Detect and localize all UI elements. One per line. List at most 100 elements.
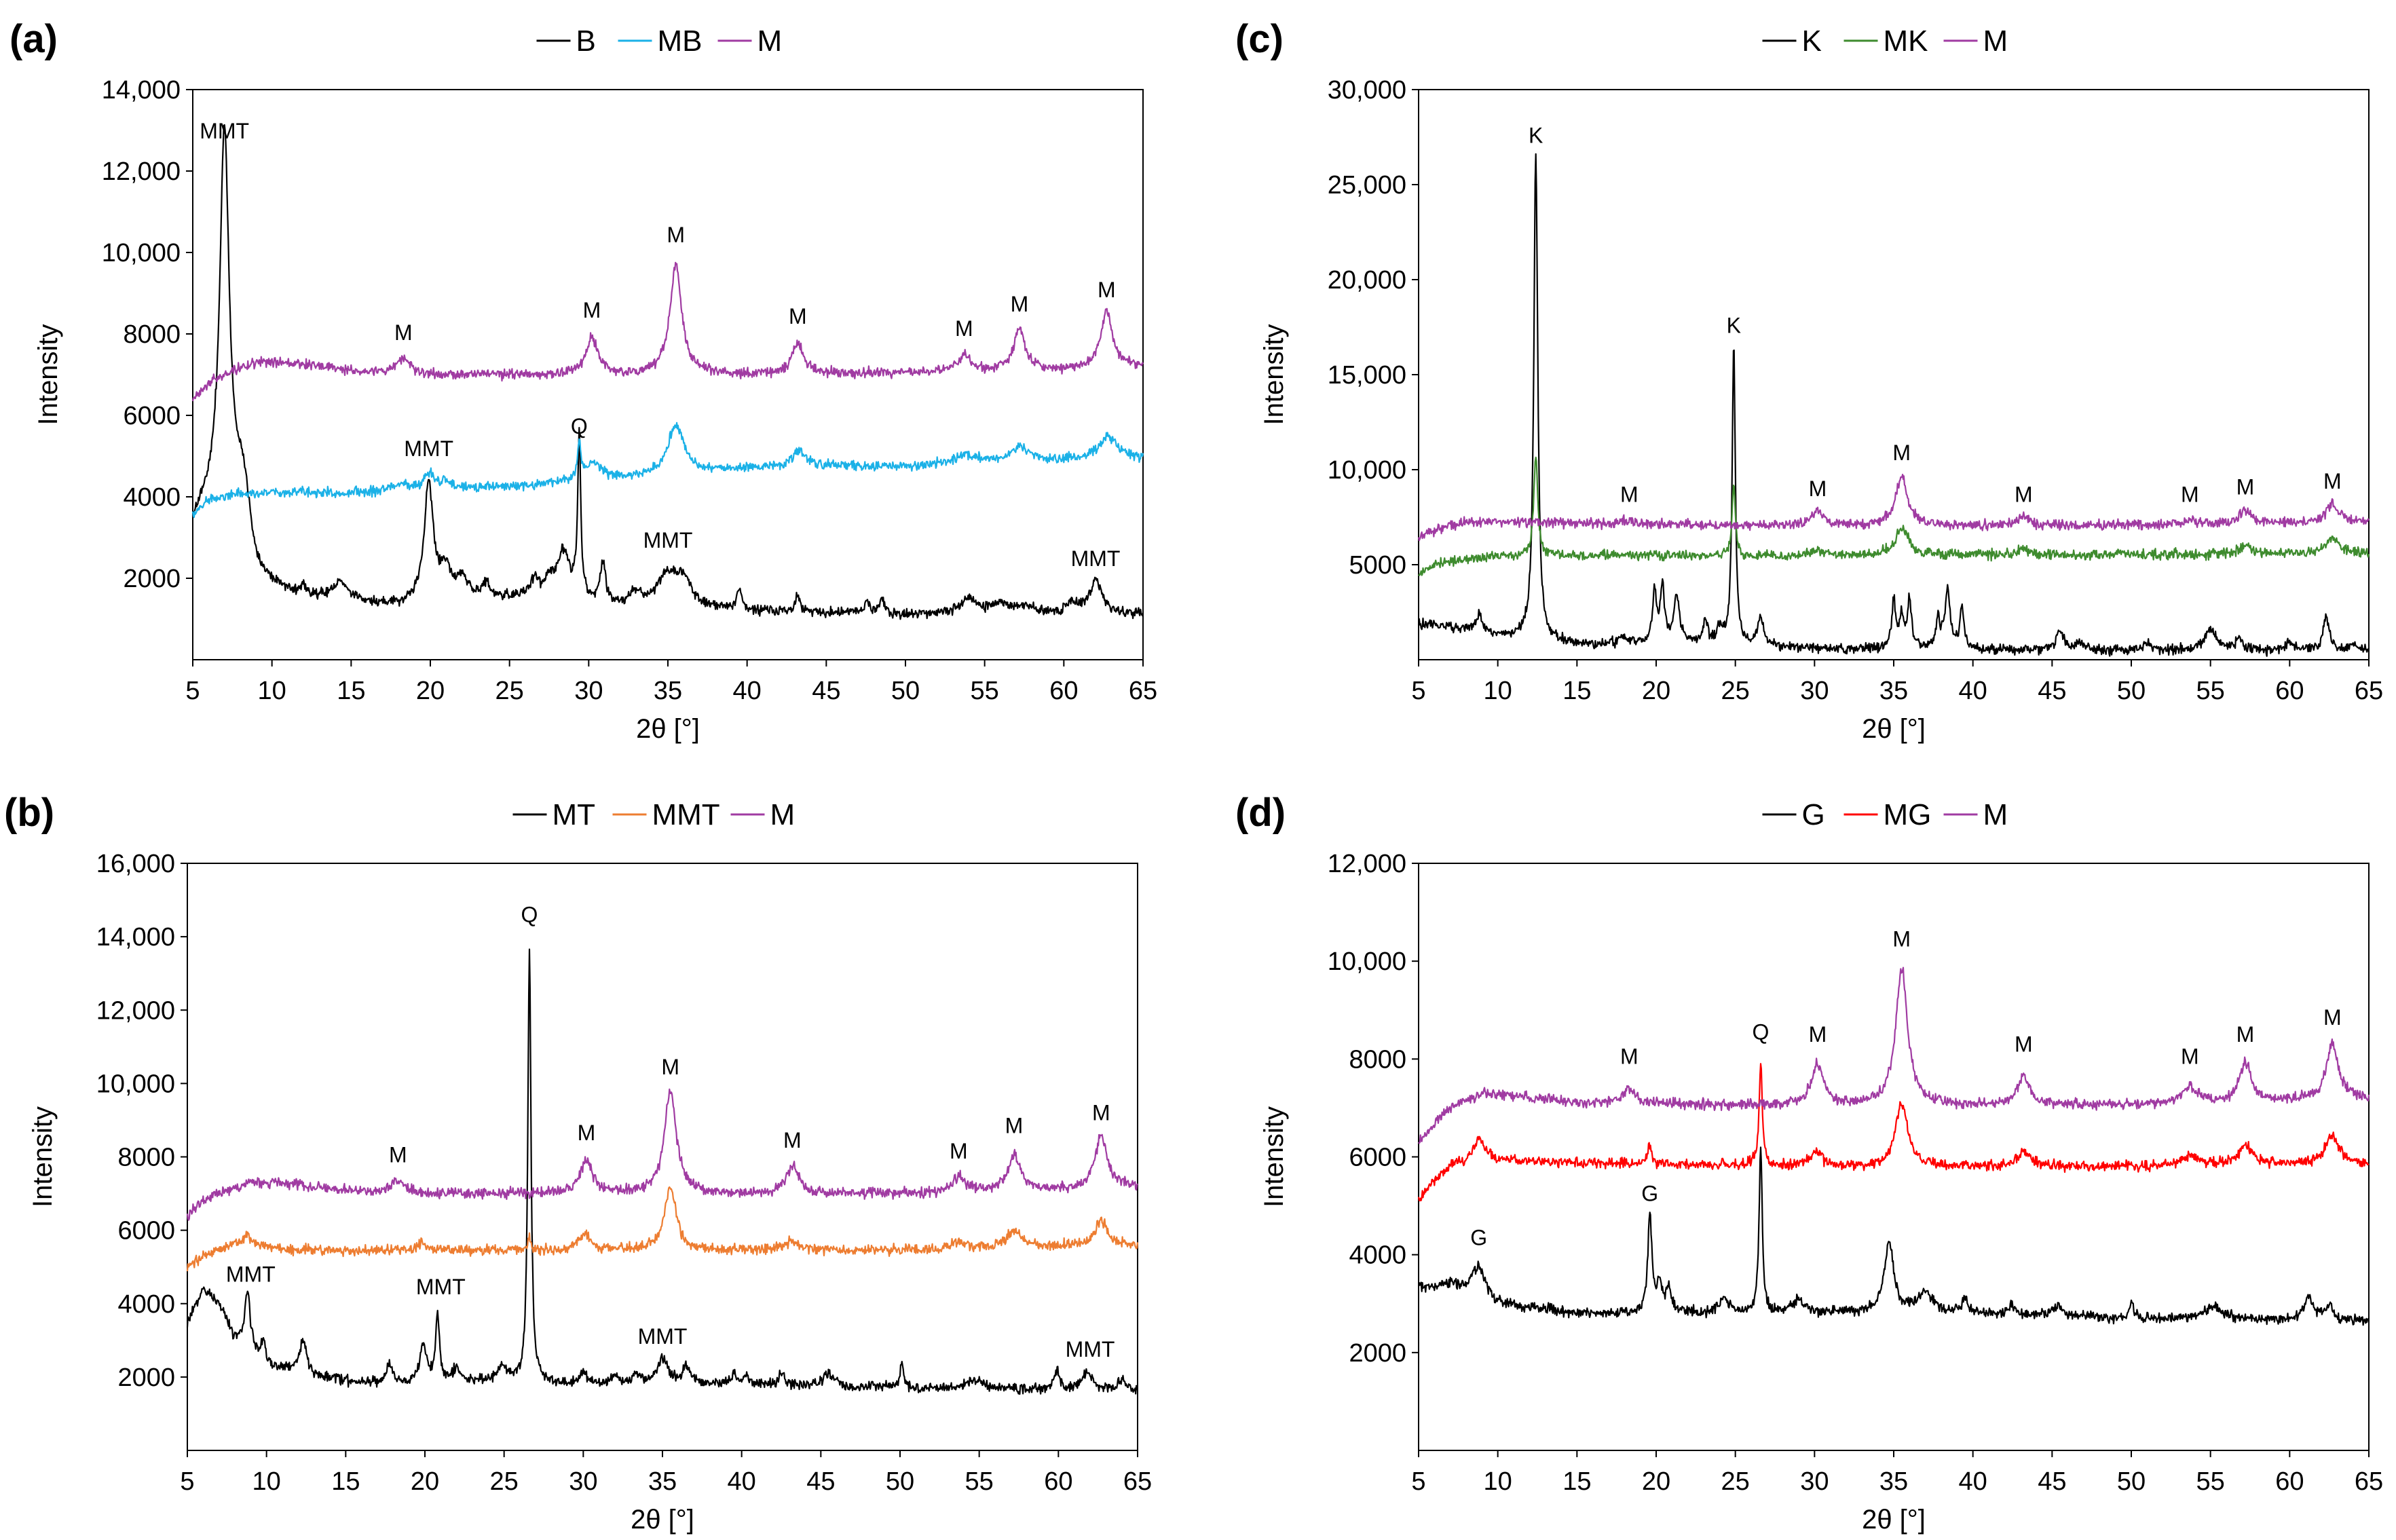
y-tick-label: 10,000 (1328, 947, 1406, 976)
peak-label: M (789, 304, 807, 328)
peak-label: G (1470, 1225, 1487, 1250)
y-tick-label: 12,000 (102, 157, 181, 186)
peak-label: K (1529, 123, 1543, 147)
x-tick-label: 5 (1411, 1467, 1425, 1496)
y-tick-label: 12,000 (1328, 850, 1406, 878)
y-tick-label: 12,000 (96, 996, 175, 1025)
legend-label-m: M (757, 24, 783, 58)
series-line-mg (1417, 1063, 2370, 1202)
panel-c: (c) 5 10 15 20 25 30 35 40 45 50 55 60 65 5000 10,000 15… (1235, 17, 2383, 744)
peak-label: M (1011, 292, 1029, 316)
x-tick-label: 10 (1484, 1467, 1512, 1496)
legend-label-m: M (1983, 798, 2008, 831)
x-tick-label: 40 (1959, 677, 1987, 705)
y-tick-label: 16,000 (96, 850, 175, 878)
x-tick-label: 20 (1642, 1467, 1670, 1496)
peak-label: M (667, 223, 685, 247)
x-tick-label: 15 (337, 677, 365, 705)
y-tick-label: 20,000 (1328, 266, 1406, 295)
y-tick-label: 6000 (117, 1217, 175, 1245)
x-tick-label: 25 (1721, 677, 1750, 705)
x-tick-label: 40 (728, 1467, 756, 1496)
legend-label-m: M (1983, 24, 2008, 58)
x-axis-title: 2θ [°] (636, 714, 700, 744)
x-tick-label: 55 (2196, 677, 2225, 705)
x-tick-label: 65 (1129, 677, 1157, 705)
y-tick-label: 14,000 (102, 76, 181, 105)
x-tick-label: 25 (495, 677, 524, 705)
peak-label: M (2236, 1022, 2255, 1047)
x-axis-title: 2θ [°] (631, 1505, 694, 1535)
x-tick-label: 45 (2038, 1467, 2066, 1496)
peak-label: Q (1753, 1020, 1770, 1045)
x-tick-label: 30 (569, 1467, 597, 1496)
x-tick-label: 45 (806, 1467, 835, 1496)
peak-label: MMT (1071, 546, 1121, 571)
peak-label: M (2015, 1032, 2033, 1057)
series-line-mb (191, 421, 1144, 519)
panel-d: (d) 5 10 15 20 25 30 35 40 45 50 55 60 65 2000 4000 6000… (1235, 791, 2383, 1535)
peak-label: M (2236, 474, 2255, 499)
peak-label: MMT (416, 1275, 466, 1299)
series-line-b (191, 124, 1144, 620)
x-tick-label: 50 (2117, 677, 2146, 705)
peak-label: M (2015, 483, 2033, 507)
peak-label: M (950, 1139, 968, 1163)
x-tick-label: 65 (1123, 1467, 1152, 1496)
x-tick-label: 10 (1484, 677, 1512, 705)
y-tick-label: 10,000 (1328, 456, 1406, 485)
series-line-m (191, 261, 1144, 402)
x-tick-label: 60 (1049, 677, 1078, 705)
x-tick-label: 15 (331, 1467, 360, 1496)
y-tick-label: 8000 (117, 1144, 175, 1172)
x-tick-label: 55 (965, 1467, 994, 1496)
x-tick-label: 5 (185, 677, 200, 705)
legend-label-mb: MB (658, 24, 703, 58)
peak-label: M (1620, 483, 1639, 507)
peak-label: M (1092, 1100, 1110, 1125)
legend-label-mmt: MMT (652, 798, 720, 831)
y-tick-label: 4000 (1349, 1241, 1406, 1270)
y-axis-title: Intensity (1259, 1106, 1289, 1207)
y-axis-title: Intensity (28, 1106, 58, 1207)
peak-label: M (1892, 440, 1911, 465)
y-tick-label: 2000 (123, 565, 181, 593)
panel-label-c: (c) (1235, 17, 1284, 61)
peak-label: M (394, 320, 413, 345)
x-tick-label: 65 (2355, 677, 2383, 705)
x-tick-label: 55 (971, 677, 999, 705)
x-tick-label: 40 (733, 677, 762, 705)
x-tick-label: 35 (648, 1467, 677, 1496)
series-line-m (1417, 474, 2370, 542)
peak-label: M (1809, 476, 1827, 501)
x-tick-label: 15 (1562, 1467, 1591, 1496)
peak-label: M (955, 316, 973, 341)
legend-label-g: G (1802, 798, 1825, 831)
y-axis-title: Intensity (33, 324, 63, 426)
legend-label-b: B (576, 24, 596, 58)
y-tick-label: 6000 (123, 402, 181, 430)
peak-label: M (661, 1055, 679, 1079)
x-axis-title: 2θ [°] (1862, 1505, 1926, 1535)
y-tick-label: 2000 (1349, 1339, 1406, 1368)
plot-area-d (1418, 863, 2370, 1451)
peak-label: M (1005, 1113, 1024, 1138)
legend-label-k: K (1802, 24, 1822, 58)
y-tick-label: 8000 (1349, 1045, 1406, 1074)
x-tick-label: 30 (1800, 677, 1829, 705)
x-tick-label: 10 (258, 677, 286, 705)
series-line-k (1417, 153, 2370, 657)
peak-label: M (1892, 927, 1911, 952)
peak-label: Q (571, 414, 588, 438)
x-tick-label: 20 (1642, 677, 1670, 705)
series-line-m (186, 1088, 1138, 1221)
x-tick-label: 5 (1411, 677, 1425, 705)
series-line-mk (1418, 456, 2370, 576)
peak-label: M (1098, 278, 1116, 302)
series-line-mmt (186, 1186, 1139, 1272)
x-tick-label: 25 (1721, 1467, 1750, 1496)
peak-label: G (1641, 1181, 1658, 1205)
peak-label: M (2181, 483, 2199, 507)
x-tick-label: 45 (2038, 677, 2066, 705)
